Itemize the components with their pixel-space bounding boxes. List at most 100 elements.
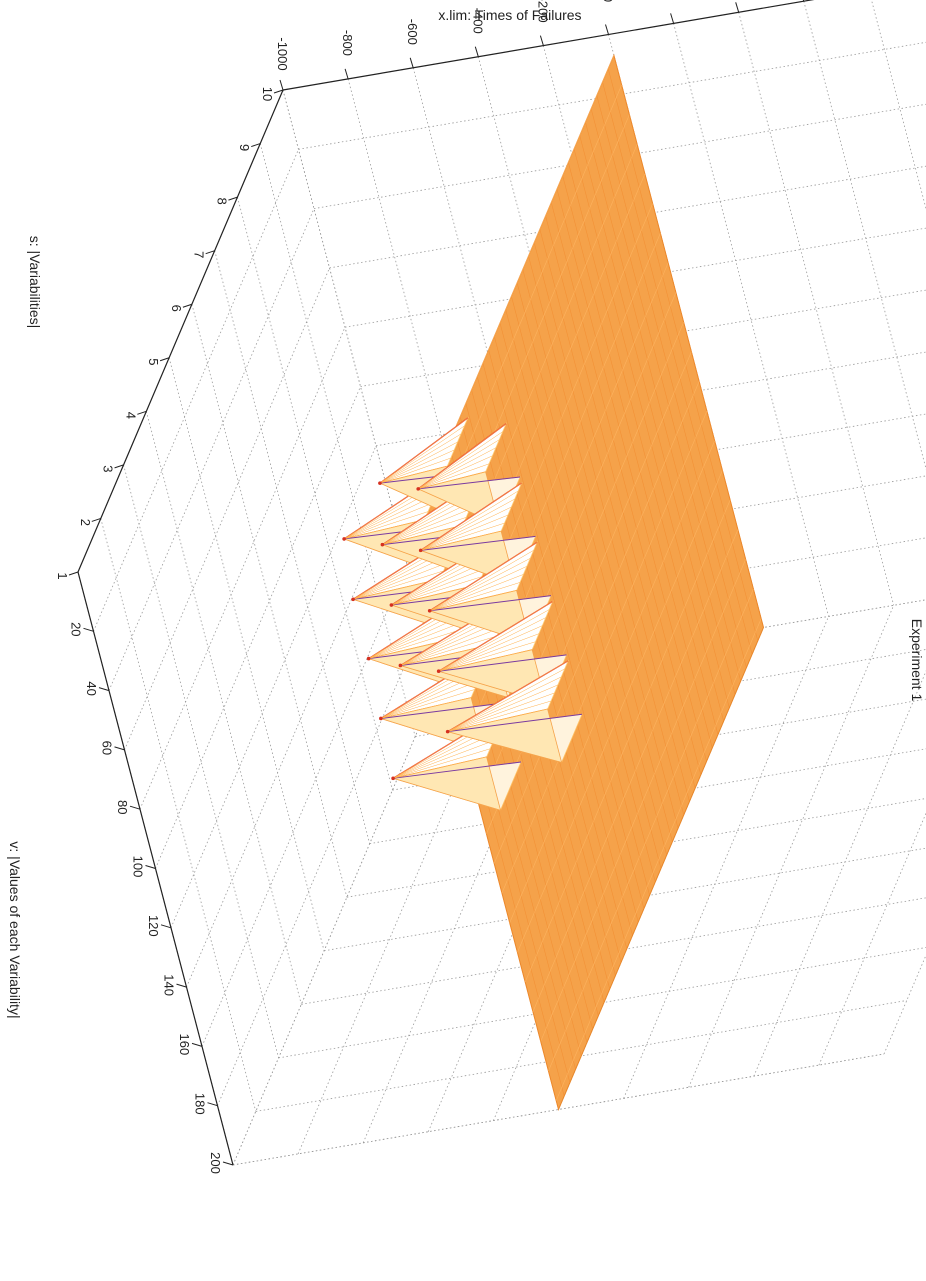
v-tick-label: 160 [177,1034,192,1056]
spike-mesh [418,447,496,490]
spike-mesh [368,621,463,659]
spike-mesh [400,627,501,666]
spike-tip [418,548,423,553]
mesh-line [556,189,707,762]
spike-edge [429,595,552,612]
grid-line [93,149,299,632]
spikes [342,416,583,811]
s-tick [91,517,101,522]
spike-edge [393,761,522,779]
spike-tip [342,537,346,541]
mesh-line [555,618,762,1101]
spike-mesh [379,465,448,484]
mesh-line [524,499,731,983]
grid-line [108,208,315,691]
s-tick-label: 8 [214,197,229,204]
spike-mesh [380,681,478,719]
spike-mesh [379,425,465,484]
s-tick [228,196,238,201]
mesh-line [596,95,747,668]
spike-mesh [418,423,507,490]
v-tick-label: 140 [162,974,177,996]
spike-edge [438,654,567,672]
grid-line [100,518,257,1112]
v-tick [191,1042,203,1047]
spike-mesh [447,692,555,732]
v-tick-label: 40 [84,681,99,695]
spike-mesh [429,566,527,612]
spike-mesh [379,457,451,484]
s-tick [182,303,193,308]
grid-line [738,12,895,606]
v-tick-label: 100 [131,856,146,878]
grid-line [623,616,829,1099]
spike-tip [398,663,403,668]
spike-mesh [447,660,569,732]
spike-tip [416,487,421,491]
x-tick [605,24,609,35]
s-axis [77,89,284,573]
grid-line [803,1,926,471]
mesh-line [482,363,633,936]
spike-mesh [382,509,470,545]
spike-mesh [447,676,562,732]
spike-mesh [438,617,546,672]
grid-line [170,445,377,928]
spike-mesh [447,708,548,732]
spike-mesh [379,433,462,484]
z-axis-label: v: |Values of each Variability| [7,841,23,1018]
mesh-line [573,148,724,722]
mesh-line [516,282,667,856]
mesh-line [488,349,639,923]
s-tick [205,250,215,255]
s-tick-label: 10 [260,87,275,101]
spike-mesh [438,641,536,672]
grid-line [688,605,895,1088]
v-tick [222,1161,234,1166]
mesh-line [509,440,715,923]
mesh-line [499,322,650,896]
mesh-line [568,162,719,735]
spike-mesh [382,517,467,545]
spike-mesh [391,584,479,606]
spike-mesh [418,455,493,490]
spike-mesh [429,574,524,612]
x-tick [409,57,414,68]
x-tick-label: 0 [601,0,616,2]
mesh-line [517,470,723,953]
grid-line [237,197,393,791]
spike-mesh [447,668,565,732]
mesh-line [562,175,713,749]
spike-mesh [353,570,444,600]
mesh-line [602,81,753,655]
spike-mesh [418,471,486,490]
spike-mesh [382,525,463,545]
spike-mesh [418,439,500,490]
mesh-line [539,229,690,802]
spike-mesh [429,550,534,612]
grid-line [191,304,348,898]
chart-title: Experiment 1 [909,619,925,702]
grid-line [124,267,330,751]
spike-mesh [420,498,515,551]
spike-tip [380,542,385,547]
v-tick [176,983,187,988]
v-tick-label: 60 [100,741,115,755]
spike-mesh [429,558,531,612]
s-tick-label: 4 [123,412,138,419]
x-tick-label: -400 [470,8,485,34]
x-tick [344,68,349,80]
s-tick-label: 1 [55,572,70,579]
spike-tip [378,481,382,485]
mesh-line [505,309,656,882]
mesh-line [540,559,746,1042]
s-tick-label: 3 [101,465,116,472]
mesh-line [511,296,662,869]
v-tick [114,746,125,751]
spike-edge [420,535,536,551]
v-tick [207,1102,218,1107]
spike-mesh [429,590,517,612]
v-tick [83,627,94,632]
spike-tip [379,716,383,721]
grid-line [232,682,439,1166]
